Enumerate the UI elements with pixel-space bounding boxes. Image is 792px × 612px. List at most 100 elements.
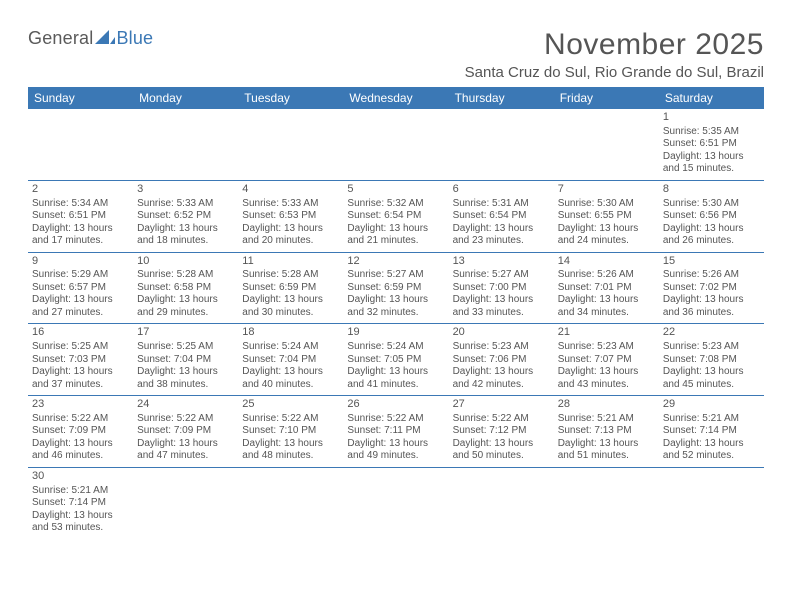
sunrise-text: Sunrise: 5:27 AM [453, 269, 550, 282]
sunrise-text: Sunrise: 5:22 AM [347, 413, 444, 426]
calendar-body: 1Sunrise: 5:35 AMSunset: 6:51 PMDaylight… [28, 109, 764, 539]
header-monday: Monday [133, 87, 238, 109]
calendar-week-row: 23 Sunrise: 5:22 AM Sunset: 7:09 PM Dayligh… [28, 396, 764, 468]
page-subtitle: Santa Cruz do Sul, Rio Grande do Sul, Br… [465, 64, 764, 81]
header-sunday: Sunday [28, 87, 133, 109]
sunset-text: Sunset: 6:56 PM [663, 210, 760, 223]
day-number: 25 [242, 398, 339, 412]
sunrise-text: Sunrise: 5:21 AM [32, 485, 129, 498]
day-number: 24 [137, 398, 234, 412]
sunset-text: Sunset: 7:14 PM [32, 497, 129, 510]
daylight-text: and 23 minutes. [453, 235, 550, 248]
calendar-cell [133, 109, 238, 180]
daylight-text: Daylight: 13 hours [558, 438, 655, 451]
sunset-text: Sunset: 6:57 PM [32, 282, 129, 295]
daylight-text: Daylight: 13 hours [663, 366, 760, 379]
daylight-text: and 29 minutes. [137, 307, 234, 320]
calendar-header-row: Sunday Monday Tuesday Wednesday Thursday… [28, 87, 764, 109]
daylight-text: Daylight: 13 hours [663, 223, 760, 236]
calendar-cell: 28Sunrise: 5:21 AMSunset: 7:13 PMDayligh… [554, 396, 659, 468]
calendar-cell [343, 109, 448, 180]
daylight-text: Daylight: 13 hours [347, 294, 444, 307]
daylight-text: Daylight: 13 hours [137, 366, 234, 379]
daylight-text: and 42 minutes. [453, 379, 550, 392]
calendar-cell: 20Sunrise: 5:23 AMSunset: 7:06 PMDayligh… [449, 324, 554, 396]
header-friday: Friday [554, 87, 659, 109]
calendar-cell: 30Sunrise: 5:21 AMSunset: 7:14 PMDayligh… [28, 467, 133, 538]
calendar-cell: 19Sunrise: 5:24 AMSunset: 7:05 PMDayligh… [343, 324, 448, 396]
sunrise-text: Sunrise: 5:33 AM [242, 198, 339, 211]
calendar-cell [659, 467, 764, 538]
day-number: 26 [347, 398, 444, 412]
calendar-page: GeneralBlue November 2025 Santa Cruz do … [0, 0, 792, 559]
sunset-text: Sunset: 6:58 PM [137, 282, 234, 295]
calendar-cell: 1Sunrise: 5:35 AMSunset: 6:51 PMDaylight… [659, 109, 764, 180]
sunrise-text: Sunrise: 5:21 AM [558, 413, 655, 426]
calendar-cell [238, 467, 343, 538]
sunrise-text: Sunrise: 5:29 AM [32, 269, 129, 282]
calendar-week-row: 2Sunrise: 5:34 AMSunset: 6:51 PM Daylight… [28, 180, 764, 252]
daylight-text: and 34 minutes. [558, 307, 655, 320]
header-saturday: Saturday [659, 87, 764, 109]
day-number: 30 [32, 470, 129, 484]
calendar-cell: 25Sunrise: 5:22 AMSunset: 7:10 PMDayligh… [238, 396, 343, 468]
day-number: 4 [242, 183, 339, 197]
sunrise-text: Sunrise: 5:34 AM [32, 198, 129, 211]
daylight-text: Daylight: 13 hours [663, 294, 760, 307]
sunset-text: Sunset: 6:59 PM [347, 282, 444, 295]
sunrise-text: Sunrise: 5:25 AM [137, 341, 234, 354]
day-number: 3 [137, 183, 234, 197]
calendar-week-row: 9Sunrise: 5:29 AMSunset: 6:57 PMDaylight… [28, 252, 764, 324]
daylight-text: and 24 minutes. [558, 235, 655, 248]
logo: GeneralBlue [28, 28, 153, 49]
daylight-text: Daylight: 13 hours [32, 366, 129, 379]
calendar-week-row: 30Sunrise: 5:21 AMSunset: 7:14 PMDayligh… [28, 467, 764, 538]
calendar-cell: 9Sunrise: 5:29 AMSunset: 6:57 PMDaylight… [28, 252, 133, 324]
sunset-text: Sunset: 6:55 PM [558, 210, 655, 223]
daylight-text: Daylight: 13 hours [453, 366, 550, 379]
sunset-text: Sunset: 6:51 PM [32, 210, 129, 223]
sunset-text: Sunset: 7:09 PM [137, 425, 234, 438]
day-number: 28 [558, 398, 655, 412]
sunset-text: Sunset: 7:04 PM [137, 354, 234, 367]
daylight-text: and 17 minutes. [32, 235, 129, 248]
calendar-cell: 21Sunrise: 5:23 AMSunset: 7:07 PMDayligh… [554, 324, 659, 396]
daylight-text: and 40 minutes. [242, 379, 339, 392]
sunrise-text: Sunrise: 5:23 AM [663, 341, 760, 354]
sunset-text: Sunset: 6:53 PM [242, 210, 339, 223]
day-number: 8 [663, 183, 760, 197]
daylight-text: Daylight: 13 hours [347, 366, 444, 379]
day-number: 22 [663, 326, 760, 340]
logo-text-2: Blue [116, 28, 153, 49]
sunset-text: Sunset: 7:11 PM [347, 425, 444, 438]
daylight-text: and 46 minutes. [32, 450, 129, 463]
daylight-text: Daylight: 13 hours [137, 223, 234, 236]
sunrise-text: Sunrise: 5:33 AM [137, 198, 234, 211]
sunset-text: Sunset: 6:54 PM [347, 210, 444, 223]
day-number: 2 [32, 183, 129, 197]
calendar-cell: 5Sunrise: 5:32 AMSunset: 6:54 PMDaylight… [343, 180, 448, 252]
daylight-text: and 30 minutes. [242, 307, 339, 320]
daylight-text: and 51 minutes. [558, 450, 655, 463]
calendar-cell: 11Sunrise: 5:28 AMSunset: 6:59 PMDayligh… [238, 252, 343, 324]
sunrise-text: Sunrise: 5:25 AM [32, 341, 129, 354]
calendar-cell: 6Sunrise: 5:31 AMSunset: 6:54 PMDaylight… [449, 180, 554, 252]
calendar-cell: 16Sunrise: 5:25 AMSunset: 7:03 PMDayligh… [28, 324, 133, 396]
daylight-text: Daylight: 13 hours [242, 294, 339, 307]
daylight-text: Daylight: 13 hours [453, 223, 550, 236]
sunrise-text: Sunrise: 5:31 AM [453, 198, 550, 211]
day-number: 23 [32, 398, 129, 412]
sunset-text: Sunset: 7:06 PM [453, 354, 550, 367]
calendar-week-row: 16Sunrise: 5:25 AMSunset: 7:03 PMDayligh… [28, 324, 764, 396]
daylight-text: Daylight: 13 hours [32, 294, 129, 307]
daylight-text: and 52 minutes. [663, 450, 760, 463]
daylight-text: Daylight: 13 hours [663, 151, 760, 164]
calendar-cell: 12Sunrise: 5:27 AMSunset: 6:59 PMDayligh… [343, 252, 448, 324]
sunset-text: Sunset: 7:13 PM [558, 425, 655, 438]
calendar-cell: 29Sunrise: 5:21 AMSunset: 7:14 PMDayligh… [659, 396, 764, 468]
calendar-cell: 17Sunrise: 5:25 AMSunset: 7:04 PMDayligh… [133, 324, 238, 396]
daylight-text: and 49 minutes. [347, 450, 444, 463]
day-number: 29 [663, 398, 760, 412]
sunset-text: Sunset: 7:05 PM [347, 354, 444, 367]
daylight-text: Daylight: 13 hours [32, 510, 129, 523]
